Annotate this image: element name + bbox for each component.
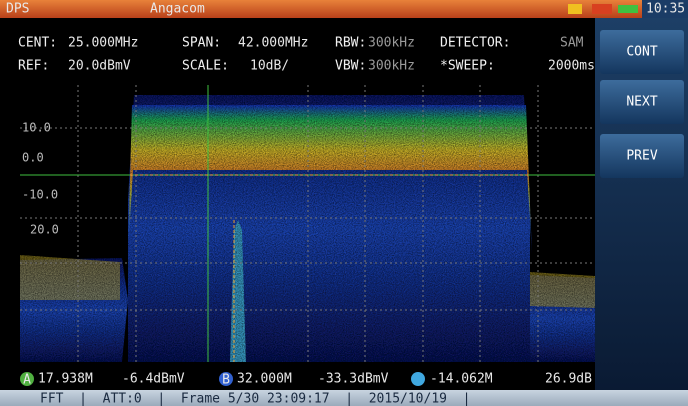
- marker-level: 26.9dB: [545, 372, 592, 387]
- clock: 10:35:30: [646, 2, 688, 17]
- icon: [568, 4, 582, 14]
- param-value: 10dB/: [250, 59, 289, 74]
- icon: [592, 4, 612, 14]
- marker-letter: A: [23, 373, 31, 388]
- param-value: 300kHz: [368, 59, 415, 74]
- param-label: REF:: [18, 59, 49, 74]
- screen: DPS Angacom 10:35:30 CONT NEXT PREV: [0, 0, 688, 406]
- param-value: 20.0dBmV: [68, 59, 131, 74]
- marker-level: -33.3dBmV: [318, 372, 389, 387]
- marker-delta-icon: [411, 372, 425, 386]
- button-group: CONT NEXT PREV: [600, 30, 684, 178]
- marker-readout: A 17.938M -6.4dBmV B 32.000M -33.3dBmV -…: [20, 372, 592, 388]
- param-label: SCALE:: [182, 59, 229, 74]
- title: Angacom: [150, 2, 205, 17]
- params: CENT: 25.000MHz SPAN: 42.000MHz RBW: 300…: [18, 36, 595, 74]
- marker-letter: B: [222, 373, 230, 388]
- button-label[interactable]: PREV: [626, 149, 657, 164]
- device-name: DPS: [6, 2, 29, 17]
- param-value: 300kHz: [368, 36, 415, 51]
- param-label: RBW:: [335, 36, 366, 51]
- param-label: SPAN:: [182, 36, 221, 51]
- param-value: 42.000MHz: [238, 36, 308, 51]
- grid-label: 20.0: [30, 223, 59, 237]
- param-label: *SWEEP:: [440, 59, 495, 74]
- marker-freq: 32.000M: [237, 372, 292, 387]
- param-label: VBW:: [335, 59, 366, 74]
- noise-floor: [20, 255, 120, 300]
- grid-label: 0.0: [22, 151, 44, 165]
- param-label: DETECTOR:: [440, 36, 510, 51]
- grid-label: -10.0: [22, 188, 58, 202]
- marker-level: -6.4dBmV: [122, 372, 185, 387]
- noise-floor: [530, 272, 595, 308]
- param-value: 2000ms: [548, 59, 595, 74]
- marker-freq: 17.938M: [38, 372, 93, 387]
- title-bar: [0, 0, 688, 18]
- param-label: CENT:: [18, 36, 57, 51]
- param-value: 25.000MHz: [68, 36, 138, 51]
- status-text: FFT | ATT:0 | Frame 5/30 23:09:17 | 2015…: [40, 392, 470, 406]
- param-value: SAM: [560, 36, 584, 51]
- button-label[interactable]: CONT: [626, 45, 657, 60]
- button-label[interactable]: NEXT: [626, 95, 657, 110]
- grid-label: 10.0: [22, 121, 51, 135]
- marker-freq: -14.062M: [430, 372, 493, 387]
- battery: [618, 5, 638, 13]
